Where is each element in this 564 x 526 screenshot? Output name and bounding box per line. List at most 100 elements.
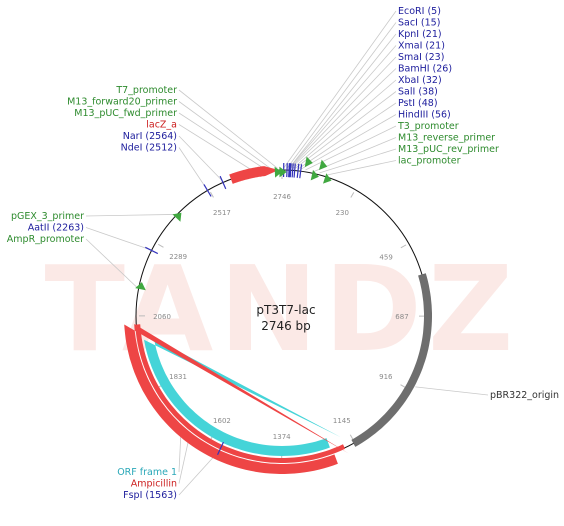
feature-marker xyxy=(319,159,328,170)
label-pbr322-origin: pBR322_origin xyxy=(490,390,559,401)
scale-tick-label: 2060 xyxy=(153,313,171,321)
scale-tick-label: 2746 xyxy=(273,193,291,201)
site-mark xyxy=(219,175,227,190)
leader-line xyxy=(288,33,397,169)
feature-marker xyxy=(172,212,182,222)
label-pgex-3-primer: pGEX_3_primer xyxy=(11,211,84,222)
scale-tick xyxy=(400,244,407,249)
scale-tick-label: 2517 xyxy=(213,209,231,217)
feature-marker xyxy=(274,166,283,178)
leader-line xyxy=(178,147,207,189)
site-mark xyxy=(145,246,159,255)
leader-line xyxy=(288,45,397,169)
label-t3-promoter: T3_promoter xyxy=(397,121,459,132)
leader-line xyxy=(292,79,397,169)
leader-lines xyxy=(85,10,489,496)
label-bamhi-26: BamHI (26) xyxy=(398,64,452,75)
ampicillin-arc xyxy=(124,324,349,474)
site-mark xyxy=(217,441,225,456)
feature-marker xyxy=(279,166,287,178)
feature-arcs xyxy=(124,166,432,474)
label-hindiii-56: HindIII (56) xyxy=(398,110,451,121)
leader-line xyxy=(289,56,397,169)
leader-line xyxy=(85,238,138,288)
label-smai-23: SmaI (23) xyxy=(398,52,444,63)
feature-marker xyxy=(323,173,332,184)
leader-line xyxy=(294,91,397,169)
leader-line xyxy=(297,102,397,170)
leader-line xyxy=(178,89,278,169)
site-mark xyxy=(289,163,292,178)
leader-line xyxy=(319,148,397,174)
scale-tick-label: 1374 xyxy=(273,433,291,441)
label-m13-puc-rev-primer: M13_pUC_rev_primer xyxy=(398,144,499,155)
feature-marker xyxy=(135,282,146,291)
leader-line xyxy=(85,214,175,217)
label-psti-48: PstI (48) xyxy=(398,98,438,109)
label-t7-promoter: T7_promoter xyxy=(115,85,177,96)
leader-line xyxy=(305,125,397,171)
feature-marker xyxy=(304,156,313,168)
site-mark xyxy=(203,184,212,197)
label-m13-puc-fwd-primer: M13_pUC_fwd_primer xyxy=(74,108,177,119)
label-xbai-32: XbaI (32) xyxy=(398,75,442,86)
labels: EcoRI (5)SacI (15)KpnI (21)XmaI (21)SmaI… xyxy=(7,6,559,501)
label-fspi-1563: FspI (1563) xyxy=(123,490,177,501)
site-marks xyxy=(135,156,332,456)
label-sali-38: SalI (38) xyxy=(398,87,438,98)
label-orf-frame-1: ORF frame 1 xyxy=(117,467,177,478)
label-saci-15: SacI (15) xyxy=(398,18,440,29)
scale-tick-label: 916 xyxy=(379,373,393,381)
leader-line xyxy=(178,112,265,170)
label-lac-promoter: lac_promoter xyxy=(398,156,461,167)
scale-tick-label: 687 xyxy=(395,313,408,321)
leader-line xyxy=(290,68,397,169)
leader-line xyxy=(178,101,271,169)
label-ndei-2512: NdeI (2512) xyxy=(121,143,177,154)
label-aatii-2263: AatII (2263) xyxy=(28,223,84,234)
label-m13-reverse-primer: M13_reverse_primer xyxy=(398,133,495,144)
label-ecori-5: EcoRI (5) xyxy=(398,6,441,17)
orf-frame-1-arc xyxy=(144,338,342,456)
site-mark xyxy=(296,163,300,178)
scale-ticks: 2746 230 459 687 916 1145 1374 1602 1831 2060 2289… xyxy=(138,173,426,460)
label-xmai-21: XmaI (21) xyxy=(398,41,445,52)
ampicillin-arc-inner xyxy=(135,324,346,463)
leader-line xyxy=(286,22,397,169)
label-kpni-21: KpnI (21) xyxy=(398,29,442,40)
leader-line xyxy=(415,386,489,396)
feature-marker xyxy=(310,169,319,181)
scale-tick xyxy=(349,434,354,441)
site-mark xyxy=(299,164,303,179)
label-ampicillin: Ampicillin xyxy=(131,479,177,490)
label-nari-2564: NarI (2564) xyxy=(123,131,177,142)
scale-tick-label: 459 xyxy=(379,253,392,261)
plasmid-length: 2746 bp xyxy=(261,319,311,333)
site-mark xyxy=(293,163,296,178)
site-mark xyxy=(291,163,294,178)
pbr322-origin-arc xyxy=(351,273,432,447)
scale-tick-label: 2289 xyxy=(169,253,187,261)
scale-tick xyxy=(210,191,214,198)
scale-tick-label: 1602 xyxy=(213,417,231,425)
leader-line xyxy=(85,227,150,250)
scale-tick-label: 1145 xyxy=(333,417,351,425)
plasmid-name: pT3T7-lac xyxy=(256,303,315,317)
scale-tick xyxy=(350,192,355,198)
site-mark xyxy=(288,163,291,178)
scale-tick-label: 1831 xyxy=(169,373,187,381)
label-m13-forward20-primer: M13_forward20_primer xyxy=(67,97,177,108)
site-mark xyxy=(288,163,290,178)
leader-line xyxy=(178,124,254,172)
scale-tick-label: 230 xyxy=(336,209,349,217)
leader-line xyxy=(326,160,397,176)
lacz-a-arc xyxy=(229,166,279,184)
leader-line xyxy=(178,135,223,181)
watermark-text: TANDZ xyxy=(45,240,520,378)
label-lacz-a: lacZ_a xyxy=(146,120,177,131)
leader-line xyxy=(300,114,397,170)
leader-line xyxy=(313,137,397,172)
scale-tick xyxy=(158,243,164,248)
label-ampr-promoter: AmpR_promoter xyxy=(7,234,84,245)
